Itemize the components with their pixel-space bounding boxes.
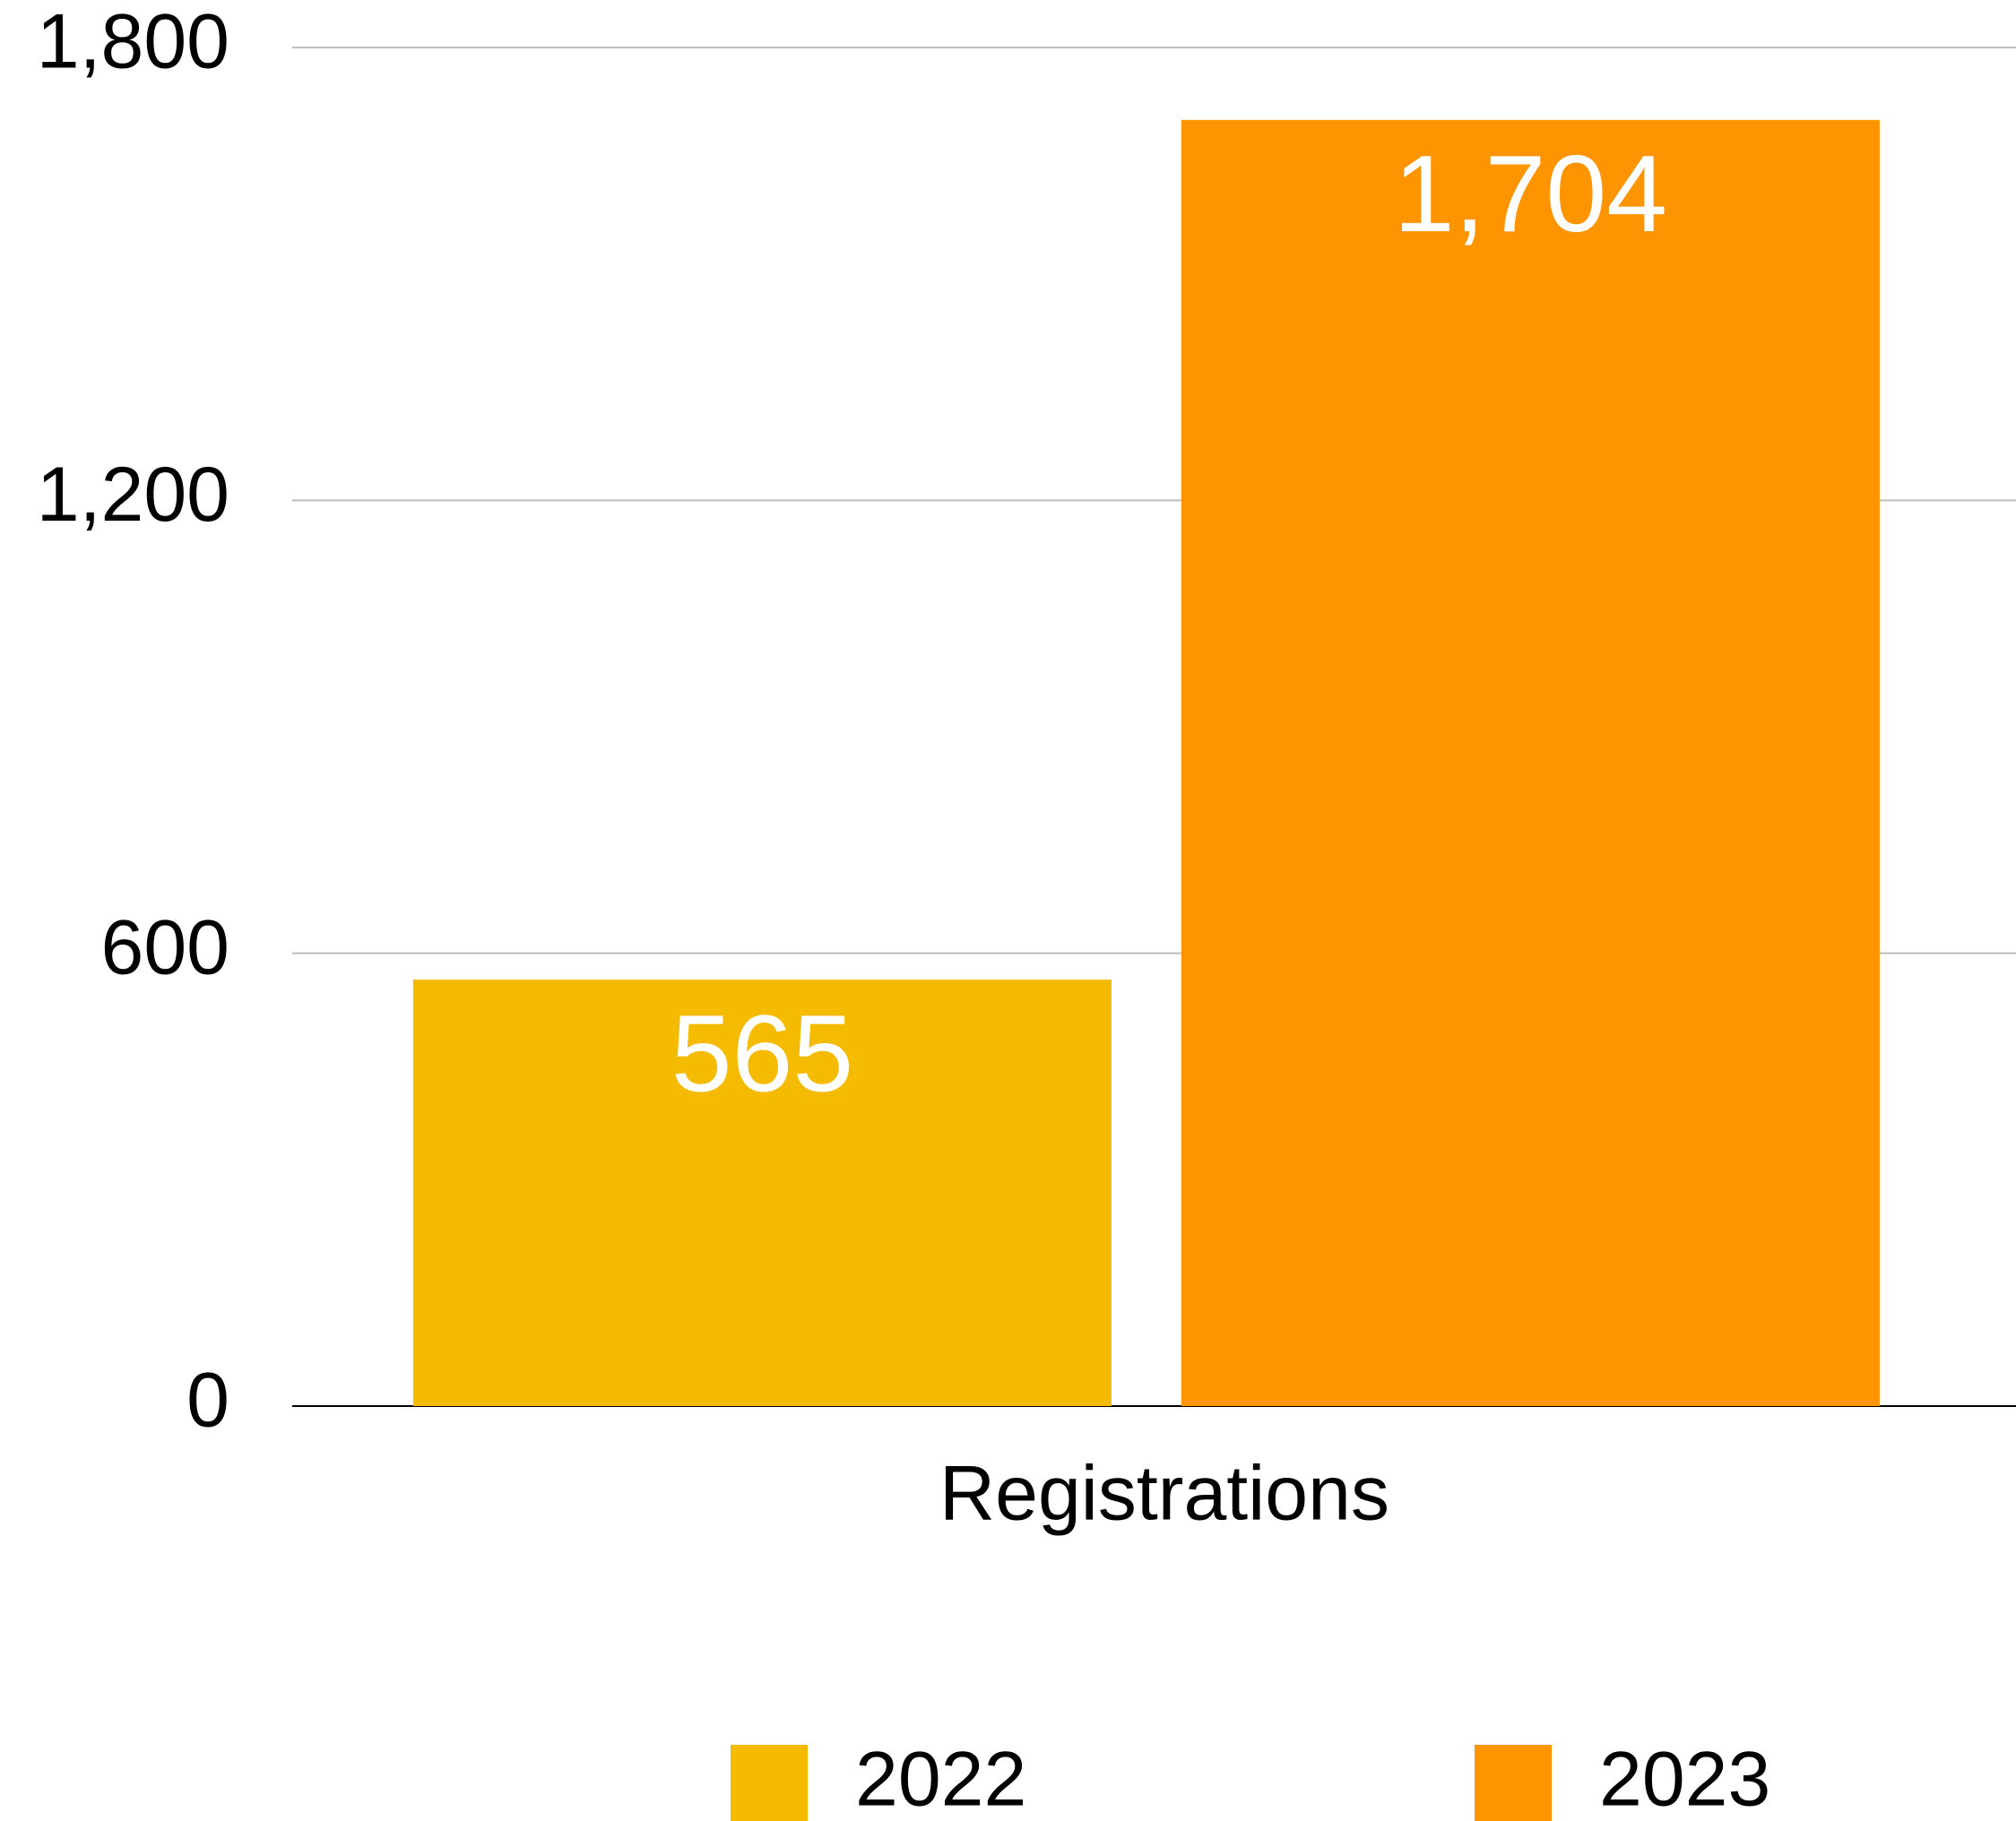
data-label: 565 (671, 992, 854, 1114)
x-tick-label: Registrations (939, 1451, 1389, 1537)
legend-swatch (1475, 1745, 1552, 1821)
bar (1181, 119, 1880, 1407)
data-label: 1,704 (1394, 133, 1667, 255)
legend-label: 2022 (855, 1737, 1026, 1821)
legend-swatch (731, 1745, 808, 1821)
y-tick-label: 600 (101, 904, 230, 990)
bar (412, 980, 1112, 1406)
y-tick-label: 1,200 (37, 452, 229, 538)
legend-label: 2023 (1599, 1737, 1770, 1821)
y-tick-label: 1,800 (37, 0, 229, 85)
y-tick-label: 0 (186, 1358, 229, 1444)
